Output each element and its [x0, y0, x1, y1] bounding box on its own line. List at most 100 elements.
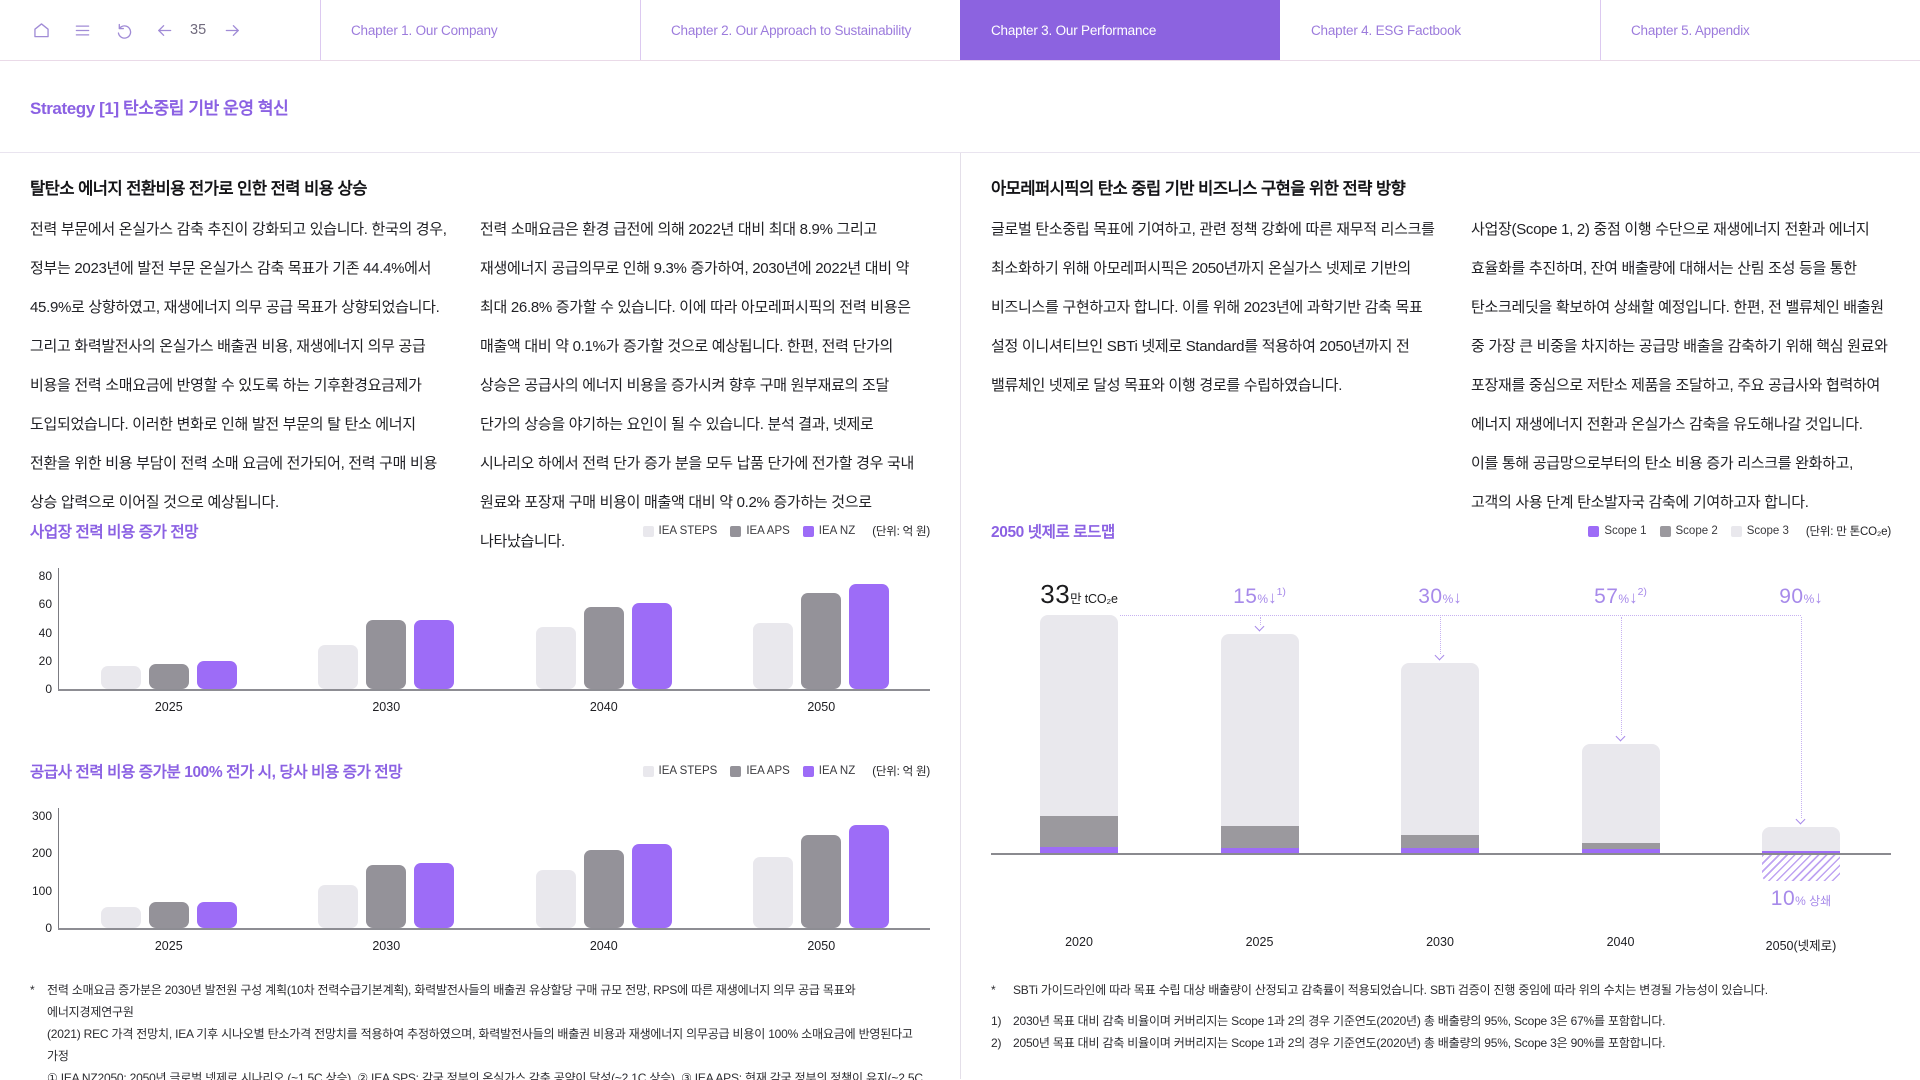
- reduction-label: 90%↓: [1711, 580, 1891, 616]
- base-emissions-label: 33만 tCO₂e: [989, 577, 1169, 616]
- footnote-line: 2) 2050년 목표 대비 감축 비율이며 커버리지는 Scope 1과 2의 …: [991, 1032, 1891, 1054]
- x-tick-label: 2020: [1065, 935, 1093, 949]
- arrow-down-glyph: ↓: [1629, 588, 1638, 607]
- legend-item: IEA NZ: [802, 525, 856, 537]
- bar-iea-aps: [366, 619, 407, 689]
- footnote-line: ① IEA NZ2050: 2050년 글로벌 넷제로 시나리오 (~1.5C …: [30, 1067, 930, 1080]
- roadmap-segment-scope2: [1401, 835, 1479, 848]
- chart1-plot: 80 60 40 20 0 2025 2030 2040 2050: [30, 564, 930, 734]
- bar-iea-steps: [100, 666, 141, 689]
- bar-iea-steps: [753, 857, 794, 928]
- legend-label: IEA NZ: [818, 525, 856, 537]
- legend-label: IEA STEPS: [658, 525, 718, 537]
- footnote-line: * 전력 소매요금 증가분은 2030년 발전원 구성 계획(10차 전력수급기본…: [30, 979, 930, 1023]
- bar-iea-aps: [583, 607, 624, 689]
- legend-item: IEA APS: [730, 765, 790, 777]
- reduction-percent-sign: %: [1442, 592, 1454, 606]
- menu-icon[interactable]: [71, 19, 93, 41]
- y-axis-line: [58, 568, 59, 689]
- undo-icon[interactable]: [112, 19, 134, 41]
- x-tick-label: 2030: [1426, 935, 1454, 949]
- bar-iea-nz: [849, 584, 890, 689]
- x-tick-label: 2050(넷제로): [1765, 939, 1837, 953]
- base-emissions-value: 33: [1040, 579, 1071, 609]
- legend-label: Scope 3: [1746, 525, 1789, 537]
- roadmap-segment-scope2: [1040, 816, 1118, 847]
- reduction-arrow-line: [1440, 617, 1441, 654]
- bar-iea-nz: [414, 619, 455, 689]
- footnote-ref: 2): [1637, 586, 1647, 598]
- arrow-down-icon: [1254, 621, 1264, 632]
- reduction-arrow-line: [1620, 617, 1622, 735]
- legend-swatch: [730, 525, 742, 537]
- x-tick-label: 2025: [154, 939, 183, 953]
- offset-label: 10% 상쇄: [1711, 888, 1891, 911]
- legend-unit: (단위: 억 원): [872, 526, 930, 538]
- roadmap-segment-scope1: [1220, 848, 1299, 853]
- arrow-down-glyph: ↓: [1268, 588, 1277, 607]
- tab-chapter-4[interactable]: Chapter 4. ESG Factbook: [1280, 0, 1600, 60]
- legend-item: IEA STEPS: [642, 765, 717, 777]
- roadmap-segment-scope3: [1220, 634, 1299, 826]
- bar-iea-steps: [753, 622, 794, 689]
- roadmap-segment-scope2: [1581, 843, 1660, 849]
- next-page-icon[interactable]: [221, 19, 243, 41]
- bar-iea-nz: [196, 901, 237, 928]
- arrow-down-glyph: ↓: [1453, 588, 1462, 607]
- footnote-marker: 1): [991, 1014, 1002, 1028]
- footnote-marker: [30, 1067, 47, 1080]
- chart1-header: 사업장 전력 비용 증가 전망 IEA STEPS IEA APS IEA NZ (단…: [30, 519, 930, 543]
- reduction-label: 15%↓1): [1170, 580, 1350, 617]
- reduction-percent-sign: %: [1257, 592, 1269, 606]
- footnote-marker: 2): [991, 1036, 1002, 1050]
- legend-swatch: [1659, 525, 1671, 537]
- chart1-legend: IEA STEPS IEA APS IEA NZ (단위: 억 원): [642, 523, 930, 539]
- right-section: 아모레퍼시픽의 탄소 중립 기반 비즈니스 구현을 위한 전략 방향 글로벌 탄…: [960, 153, 1920, 1079]
- footnote-text: (2021) REC 가격 전망치, IEA 기후 시나오별 탄소가격 전망치를…: [47, 1027, 913, 1063]
- x-tick-label: 2040: [1606, 935, 1635, 949]
- bar-iea-nz: [414, 862, 455, 928]
- bar-iea-steps: [100, 907, 141, 928]
- nav-tabs: Chapter 1. Our Company Chapter 2. Our App…: [320, 0, 1920, 60]
- chart1-title: 사업장 전력 비용 증가 전망: [30, 524, 199, 541]
- footnote-text: ① IEA NZ2050: 2050년 글로벌 넷제로 시나리오 (~1.5C …: [47, 1071, 923, 1080]
- legend-swatch: [802, 525, 814, 537]
- footnote-line: * SBTi 가이드라인에 따라 목표 수립 대상 배출량이 산정되고 감축률이 …: [991, 979, 1891, 1001]
- tab-chapter-5[interactable]: Chapter 5. Appendix: [1600, 0, 1920, 60]
- left-section: 탈탄소 에너지 전환비용 전가로 인한 전력 비용 상승 전력 부문에서 온실가…: [0, 153, 960, 1080]
- bar-iea-aps: [148, 663, 189, 689]
- page-number: 35: [190, 22, 207, 38]
- tab-chapter-3[interactable]: Chapter 3. Our Performance: [960, 0, 1280, 60]
- tab-chapter-1[interactable]: Chapter 1. Our Company: [320, 0, 640, 60]
- y-tick-label: 60: [38, 597, 52, 612]
- arrow-down-icon: [1615, 731, 1625, 742]
- bar-iea-aps: [366, 864, 407, 928]
- bar-iea-steps: [318, 885, 359, 928]
- reduction-percent-sign: %: [1803, 592, 1815, 606]
- left-paragraph-col1: 전력 부문에서 온실가스 감축 추진이 강화되고 있습니다. 한국의 경우, 정…: [30, 221, 447, 511]
- home-icon[interactable]: [30, 19, 52, 41]
- footnote-line: 1) 2030년 목표 대비 감축 비율이며 커버리지는 Scope 1과 2의 …: [991, 1010, 1891, 1032]
- legend-label: IEA NZ: [818, 765, 856, 777]
- y-tick-label: 80: [38, 569, 52, 583]
- bar-iea-steps: [318, 645, 359, 689]
- bar-iea-aps: [801, 592, 842, 689]
- x-tick-label: 2025: [1245, 935, 1274, 949]
- page-title: Strategy [1] 탄소중립 기반 운영 혁신: [30, 99, 289, 118]
- roadmap-segment-scope1: [1581, 849, 1660, 853]
- reduction-value: 30: [1418, 585, 1443, 608]
- y-tick-label: 200: [31, 846, 52, 861]
- y-tick-label: 0: [45, 921, 52, 935]
- tab-chapter-2[interactable]: Chapter 2. Our Approach to Sustainabilit…: [640, 0, 960, 60]
- y-tick-label: 300: [31, 809, 52, 823]
- x-tick-label: 2030: [372, 939, 401, 953]
- base-emissions-unit: 만 tCO₂e: [1070, 592, 1118, 606]
- right-footnotes: * SBTi 가이드라인에 따라 목표 수립 대상 배출량이 산정되고 감축률이 …: [991, 979, 1891, 1054]
- prev-page-icon[interactable]: [153, 19, 175, 41]
- roadmap-segment-scope2: [1220, 826, 1299, 848]
- footnote-ref: 1): [1276, 586, 1286, 598]
- x-axis-line: [58, 928, 930, 930]
- left-heading: 탈탄소 에너지 전환비용 전가로 인한 전력 비용 상승: [30, 180, 367, 198]
- y-tick-label: 0: [45, 682, 52, 696]
- roadmap-chart: 2020 2025 2030 2040 2050(넷제로) 33만 tCO₂e 15%↓1)…: [991, 153, 1891, 1079]
